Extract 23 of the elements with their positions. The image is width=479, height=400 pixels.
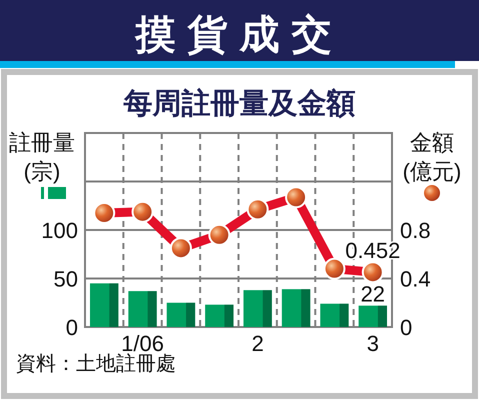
x-tick-label: 3 [366, 331, 379, 356]
bar [320, 304, 349, 327]
y2-tick-label: 0.8 [400, 218, 431, 243]
y-tick-label: 0 [66, 315, 78, 340]
bar [166, 302, 196, 327]
y-axis-title: 註冊量 (宗) [9, 130, 75, 184]
bar [358, 306, 388, 327]
data-label: 22 [360, 282, 386, 307]
bar [90, 283, 118, 327]
y-tick-label: 50 [54, 266, 78, 292]
bar [205, 304, 234, 327]
chart-subtitle: 每周註冊量及金額 [122, 87, 356, 120]
y2-tick-label: 0 [400, 315, 412, 340]
chart-title: 摸貨成交 [134, 13, 344, 57]
bar [243, 290, 272, 327]
x-tick-label: 2 [252, 331, 264, 356]
y2-tick-label: 0.4 [400, 266, 431, 292]
bar [282, 289, 310, 327]
data-label: 0.452 [345, 238, 400, 264]
text: 資料：土地註冊處 [16, 353, 176, 375]
y-tick-label: 100 [41, 218, 78, 243]
y2-axis-title: 金額 (億元) [402, 130, 462, 184]
bar [128, 291, 157, 327]
